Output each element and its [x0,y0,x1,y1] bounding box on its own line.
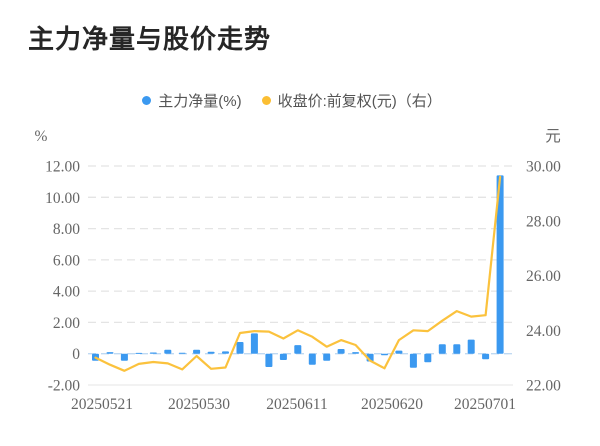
legend-item-close-price[interactable]: 收盘价:前复权(元)（右） [261,90,442,111]
legend-label-net-volume: 主力净量(%) [158,93,242,110]
legend-dot-net-volume-icon [142,96,152,105]
svg-text:28.00: 28.00 [526,213,561,230]
svg-text:2.00: 2.00 [53,315,80,332]
svg-text:22.00: 22.00 [526,378,561,395]
svg-text:-2.00: -2.00 [48,378,81,395]
svg-text:20250611: 20250611 [266,396,327,413]
svg-text:4.00: 4.00 [53,284,80,301]
svg-text:12.00: 12.00 [45,159,80,176]
svg-text:10.00: 10.00 [45,190,80,207]
svg-text:30.00: 30.00 [526,159,561,176]
svg-text:0: 0 [72,346,80,363]
chart-title: 主力净量与股价走势 [28,24,272,54]
legend-dot-close-price-icon [261,96,271,105]
svg-text:24.00: 24.00 [526,323,561,340]
legend-item-net-volume[interactable]: 主力净量(%) [142,90,242,111]
svg-text:%: % [35,128,48,145]
legend: 主力净量(%) 收盘价:前复权(元)（右） [0,90,584,111]
svg-text:6.00: 6.00 [53,252,80,269]
svg-text:20250701: 20250701 [454,396,516,413]
svg-text:26.00: 26.00 [526,268,561,285]
legend-label-close-price: 收盘价:前复权(元)（右） [277,93,442,110]
svg-text:8.00: 8.00 [53,221,80,238]
svg-text:元: 元 [545,128,561,145]
svg-text:20250620: 20250620 [361,396,423,413]
svg-text:20250530: 20250530 [168,396,230,413]
svg-text:20250521: 20250521 [71,396,133,413]
